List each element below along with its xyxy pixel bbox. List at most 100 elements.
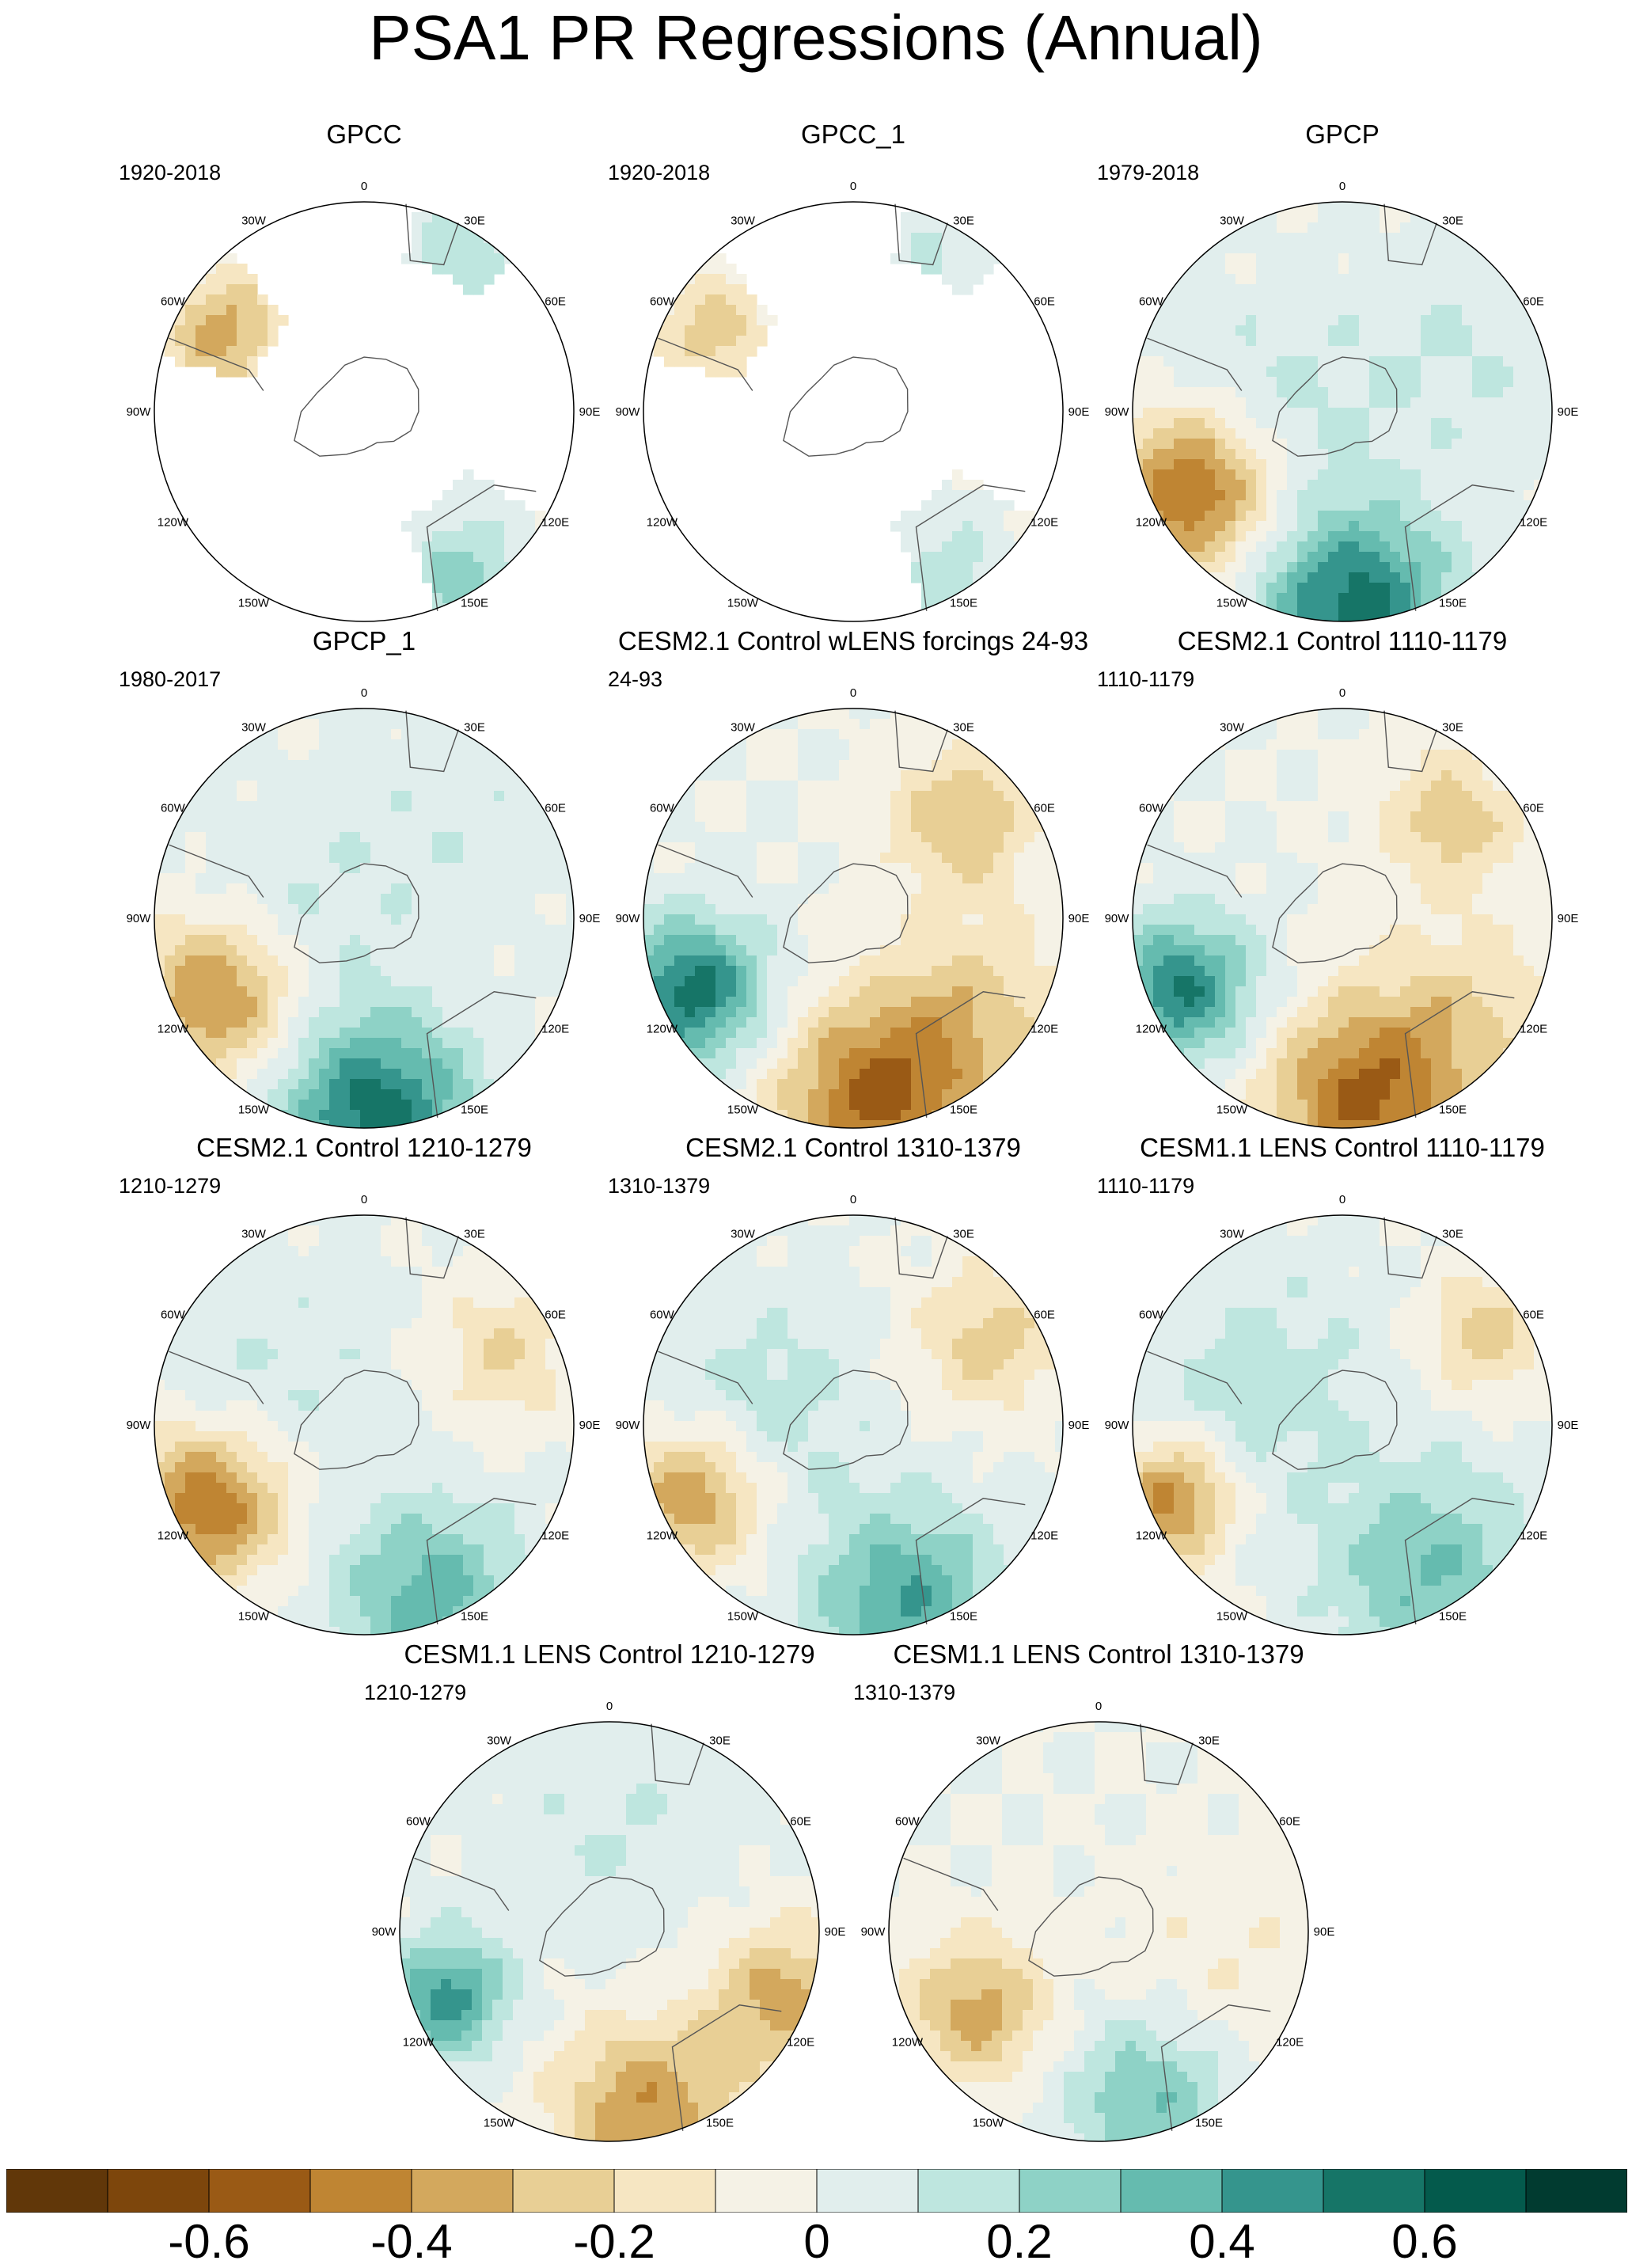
field-cell — [247, 997, 258, 1008]
field-cell — [1266, 739, 1277, 750]
field-cell — [175, 853, 186, 864]
field-cell — [1287, 233, 1298, 244]
field-cell — [1380, 439, 1391, 450]
field-cell — [340, 894, 351, 905]
field-cell — [442, 853, 454, 864]
field-cell — [1472, 480, 1483, 491]
field-cell — [1400, 490, 1411, 501]
field-cell — [798, 894, 809, 905]
field-cell — [237, 853, 248, 864]
field-cell — [237, 863, 248, 874]
field-cell — [962, 1079, 974, 1090]
field-cell — [860, 894, 871, 905]
field-cell — [901, 955, 912, 967]
field-cell — [870, 1038, 881, 1049]
field-cell — [736, 863, 747, 874]
field-cell — [1287, 418, 1298, 429]
longitude-label: 90W — [127, 912, 152, 925]
field-cell — [216, 955, 227, 967]
field-cell — [736, 914, 747, 925]
field-cell — [1246, 583, 1257, 594]
field-cell — [849, 853, 860, 864]
field-cell — [1493, 449, 1504, 460]
field-cell — [952, 935, 963, 946]
field-cell — [1225, 490, 1236, 501]
field-cell — [514, 914, 526, 925]
field-cell — [1493, 356, 1504, 367]
field-cell — [370, 822, 381, 833]
field-cell — [463, 873, 474, 884]
field-cell — [340, 1048, 351, 1059]
field-cell — [453, 750, 464, 761]
field-cell — [1472, 521, 1483, 532]
field-cell — [1534, 459, 1545, 470]
field-cell — [463, 1038, 474, 1049]
longitude-label: 30W — [241, 720, 267, 734]
field-cell — [695, 914, 706, 925]
field-cell — [432, 770, 443, 781]
field-cell — [1390, 739, 1401, 750]
field-cell — [370, 719, 381, 730]
field-cell — [1287, 490, 1298, 501]
field-cell — [932, 883, 943, 895]
field-cell — [674, 336, 685, 347]
field-cell — [1318, 614, 1329, 621]
field-cell — [715, 305, 727, 316]
field-cell — [952, 480, 963, 491]
field-cell — [1266, 583, 1277, 594]
field-cell — [206, 873, 217, 884]
field-cell — [993, 976, 1004, 987]
panel-period: 1920-2018 — [608, 161, 711, 184]
field-cell — [880, 739, 891, 750]
field-cell — [247, 274, 258, 285]
field-cell — [1307, 418, 1319, 429]
field-cell — [1318, 572, 1329, 583]
field-cell — [1380, 552, 1391, 563]
field-cell — [185, 976, 196, 987]
field-cell — [473, 552, 484, 563]
field-cell — [226, 1017, 237, 1028]
field-cell — [1174, 480, 1185, 491]
field-cell — [329, 873, 340, 884]
longitude-label: 90E — [579, 912, 601, 925]
field-cell — [370, 1048, 381, 1059]
field-cell — [1307, 397, 1319, 408]
field-cell — [268, 770, 279, 781]
field-cell — [818, 945, 829, 956]
antarctica-coastline — [783, 356, 909, 457]
field-cell — [1004, 842, 1015, 853]
field-cell — [1380, 449, 1391, 460]
field-cell — [962, 284, 974, 295]
field-cell — [1307, 233, 1319, 244]
field-cell — [432, 1048, 443, 1059]
field-cell — [1328, 294, 1339, 306]
field-cell — [504, 1038, 515, 1049]
field-cell — [195, 883, 207, 895]
field-cell — [1143, 428, 1154, 439]
field-cell — [216, 914, 227, 925]
field-cell — [1503, 346, 1514, 357]
field-cell — [412, 531, 423, 542]
field-cell — [1194, 531, 1205, 542]
field-cell — [237, 325, 248, 336]
field-cell — [1266, 305, 1277, 316]
field-cell — [685, 863, 696, 874]
field-cell — [288, 832, 299, 843]
field-cell — [788, 863, 799, 874]
field-cell — [993, 883, 1004, 895]
field-cell — [1462, 500, 1473, 511]
field-cell — [1482, 521, 1493, 532]
field-cell — [216, 1038, 227, 1049]
field-cell — [185, 914, 196, 925]
field-cell — [1369, 397, 1380, 408]
field-cell — [412, 729, 423, 740]
field-cell — [1441, 552, 1452, 563]
field-cell — [1349, 603, 1360, 614]
field-cell — [1359, 274, 1370, 285]
field-cell — [685, 822, 696, 833]
field-cell — [829, 1058, 840, 1069]
field-cell — [973, 264, 984, 275]
longitude-label: 120E — [541, 516, 569, 530]
field-cell — [932, 811, 943, 822]
field-cell — [1380, 459, 1391, 470]
